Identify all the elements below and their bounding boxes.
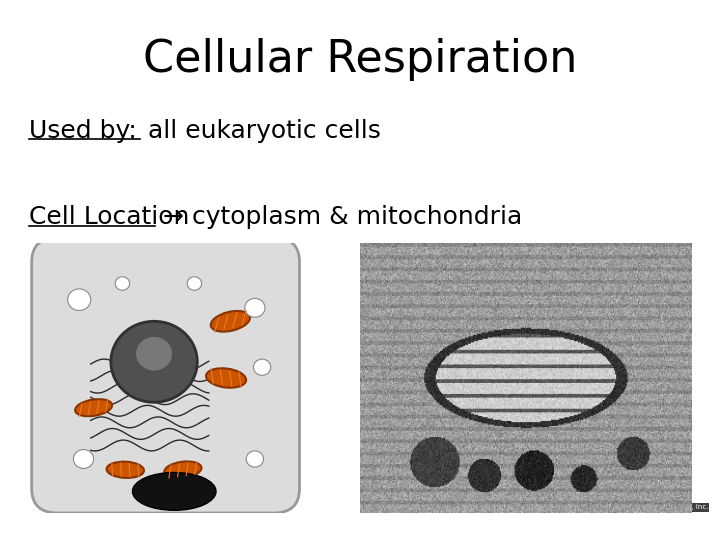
Text: Cellular Respiration: Cellular Respiration <box>143 38 577 81</box>
Circle shape <box>187 276 202 291</box>
Circle shape <box>111 321 197 402</box>
FancyBboxPatch shape <box>32 238 300 513</box>
Circle shape <box>68 289 91 310</box>
Text: Cell Location: Cell Location <box>29 205 189 229</box>
Circle shape <box>246 451 264 467</box>
Circle shape <box>253 359 271 375</box>
Text: Used by:: Used by: <box>29 119 137 143</box>
Circle shape <box>135 336 173 372</box>
Ellipse shape <box>164 461 202 478</box>
Ellipse shape <box>211 311 250 332</box>
Circle shape <box>115 276 130 291</box>
Ellipse shape <box>75 399 112 416</box>
Ellipse shape <box>132 472 216 510</box>
Circle shape <box>245 298 265 317</box>
Text: all eukaryotic cells: all eukaryotic cells <box>140 119 382 143</box>
Circle shape <box>73 449 94 468</box>
Text: → cytoplasm & mitochondria: → cytoplasm & mitochondria <box>155 205 522 229</box>
Ellipse shape <box>206 368 246 388</box>
Ellipse shape <box>107 462 144 478</box>
Text: Don Fawcett Keith Porter/Photo Researchers, Inc.: Don Fawcett Keith Porter/Photo Researche… <box>538 504 708 510</box>
